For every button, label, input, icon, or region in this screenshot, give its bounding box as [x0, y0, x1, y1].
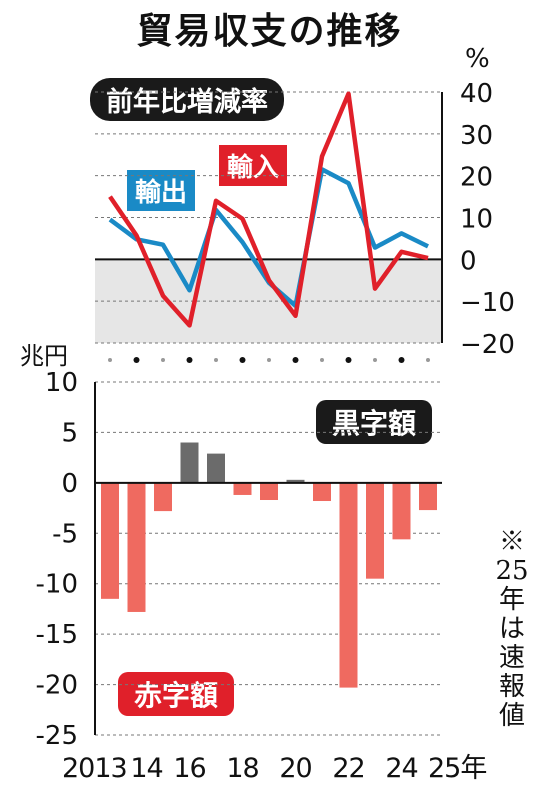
bottom-y-tick-label: -10 — [36, 570, 78, 600]
deficit-bar — [233, 482, 252, 495]
year-marker-dot — [214, 358, 218, 362]
deficit-bar — [260, 482, 278, 501]
surplus-label: 黒字額 — [316, 400, 433, 444]
bottom-y-tick-label: 5 — [61, 418, 78, 448]
chart-title: 貿易収支の推移 — [136, 11, 403, 52]
bottom-y-tick-label: -5 — [52, 519, 78, 549]
deficit-bar — [154, 482, 172, 512]
year-marker-dot — [239, 357, 246, 363]
percent-unit-label: % — [465, 44, 490, 74]
year-marker-dot — [267, 358, 271, 362]
bottom-y-tick-label: 0 — [61, 469, 78, 499]
x-tick-label: 25年 — [428, 753, 486, 784]
import-series-label: 輸入 — [219, 145, 288, 186]
surplus-bar — [207, 453, 225, 483]
top-y-tick-label: 0 — [460, 246, 477, 276]
export-series-label: 輸出 — [127, 170, 196, 211]
year-marker-dot — [161, 358, 165, 362]
deficit-bar — [313, 482, 331, 502]
import-line — [108, 91, 429, 328]
top-y-tick-label: 10 — [460, 205, 493, 235]
bottom-y-tick-label: -15 — [36, 620, 78, 650]
preliminary-note: ※25年は速報値 — [492, 528, 532, 731]
deficit-bar — [101, 482, 119, 599]
deficit-bar — [392, 482, 411, 540]
surplus-bar — [180, 442, 199, 483]
year-marker-dot — [398, 357, 405, 363]
x-tick-label: 14 — [130, 753, 162, 784]
x-tick-label: 22 — [332, 753, 364, 784]
year-marker-dot — [320, 358, 324, 362]
bottom-y-tick-label: 10 — [45, 368, 78, 398]
top-y-tick-label: 40 — [460, 79, 493, 109]
deficit-bar — [366, 482, 384, 579]
surplus-bar — [286, 479, 305, 483]
x-tick-label: 2013 — [62, 753, 127, 784]
x-tick-label: 18 — [226, 753, 258, 784]
deficit-label: 赤字額 — [118, 672, 235, 716]
top-y-tick-label: 20 — [460, 163, 493, 193]
note-text: ※25年は速報値 — [495, 527, 529, 731]
x-tick-label: 24 — [385, 753, 417, 784]
year-marker-dot — [345, 357, 352, 363]
year-marker-dot — [186, 357, 193, 363]
deficit-bar — [339, 482, 358, 688]
deficit-bar — [127, 482, 146, 612]
deficit-bar — [419, 482, 437, 511]
bottom-y-tick-label: -20 — [36, 671, 78, 701]
bottom-y-tick-label: -25 — [36, 721, 78, 751]
year-marker-dot — [133, 357, 140, 363]
top-y-tick-label: −20 — [460, 330, 515, 360]
top-y-tick-label: 30 — [460, 121, 493, 151]
year-marker-dot — [108, 358, 112, 362]
x-tick-label: 16 — [173, 753, 205, 784]
x-tick-label: 20 — [279, 753, 311, 784]
year-marker-dot — [426, 358, 430, 362]
top-y-tick-label: −10 — [460, 288, 515, 318]
year-marker-dot — [373, 358, 377, 362]
trillion-yen-unit-label: 兆円 — [20, 342, 68, 370]
year-marker-dot — [292, 357, 299, 363]
